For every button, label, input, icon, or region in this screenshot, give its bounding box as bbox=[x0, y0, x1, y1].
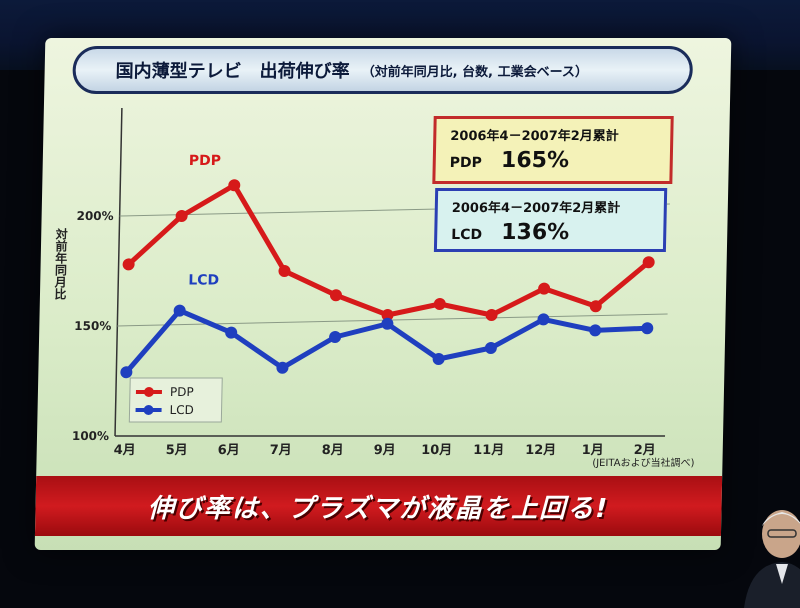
x-tick-label: 9月 bbox=[374, 443, 396, 458]
data-point-pdp bbox=[175, 210, 188, 222]
data-point-lcd bbox=[484, 342, 497, 354]
data-point-lcd bbox=[537, 313, 550, 326]
data-point-pdp bbox=[228, 179, 241, 192]
data-point-lcd bbox=[641, 322, 654, 335]
x-tick-label: 8月 bbox=[322, 443, 344, 458]
y-tick-label: 150% bbox=[74, 319, 111, 333]
pdp-callout-label: PDP bbox=[449, 155, 483, 171]
lcd-callout-box: 2006年4－2007年2月累計 LCD 136% bbox=[433, 188, 668, 252]
data-point-lcd bbox=[329, 331, 342, 343]
data-point-pdp bbox=[278, 265, 291, 277]
data-point-pdp bbox=[381, 309, 394, 321]
x-tick-label: 4月 bbox=[114, 443, 136, 458]
series-label-pdp: PDP bbox=[189, 153, 221, 169]
y-tick-label: 200% bbox=[76, 209, 113, 223]
data-point-lcd bbox=[120, 366, 133, 379]
presenter-figure bbox=[744, 510, 800, 608]
y-axis-line bbox=[114, 108, 123, 436]
y-tick-label: 100% bbox=[72, 429, 109, 443]
x-tick-label: 5月 bbox=[166, 443, 188, 458]
legend-label-lcd: LCD bbox=[169, 403, 194, 417]
data-point-lcd bbox=[589, 324, 602, 337]
data-point-pdp bbox=[433, 298, 446, 310]
line-chart: 100% 150% 200% 対前年同月比 4月 5月 6月 7月 8月 9月 10月 11月 12月 1… bbox=[53, 108, 670, 458]
conclusion-banner: 伸び率は、プラズマが液晶を上回る! bbox=[34, 476, 723, 536]
x-tick-label: 12月 bbox=[525, 443, 556, 458]
pdp-callout-period: 2006年4－2007年2月累計 bbox=[450, 129, 619, 144]
data-point-pdp bbox=[538, 282, 551, 295]
legend-label-pdp: PDP bbox=[170, 385, 194, 399]
x-tick-label: 1月 bbox=[582, 443, 604, 458]
lcd-callout-label: LCD bbox=[451, 227, 483, 243]
source-note: (JEITAおよび当社調べ) bbox=[592, 458, 695, 469]
data-point-pdp bbox=[589, 300, 602, 313]
pdp-callout-value: 165% bbox=[500, 148, 570, 173]
lcd-callout-value: 136% bbox=[500, 220, 570, 245]
data-point-pdp bbox=[485, 309, 498, 321]
series-label-lcd: LCD bbox=[188, 273, 219, 289]
legend-marker-pdp bbox=[143, 387, 154, 397]
data-point-lcd bbox=[381, 317, 394, 330]
data-point-lcd bbox=[173, 304, 186, 317]
data-point-pdp bbox=[329, 289, 342, 302]
data-point-pdp bbox=[642, 256, 655, 269]
legend-marker-lcd bbox=[143, 405, 154, 415]
x-tick-label: 10月 bbox=[421, 443, 452, 458]
y-axis-label: 対前年同月比 bbox=[53, 227, 69, 301]
data-point-lcd bbox=[276, 361, 289, 374]
lcd-callout-period: 2006年4－2007年2月累計 bbox=[451, 201, 621, 216]
x-tick-label: 11月 bbox=[473, 443, 504, 458]
data-point-lcd bbox=[432, 353, 445, 365]
x-tick-label: 2月 bbox=[634, 443, 656, 458]
data-point-pdp bbox=[122, 258, 135, 271]
data-point-lcd bbox=[225, 326, 238, 339]
presentation-slide: 国内薄型テレビ 出荷伸び率 （対前年同月比, 台数, 工業会ベース） 100% 1… bbox=[34, 38, 732, 550]
x-tick-label: 6月 bbox=[218, 443, 240, 458]
x-tick-label: 7月 bbox=[270, 443, 292, 458]
pdp-callout-box: 2006年4－2007年2月累計 PDP 165% bbox=[432, 116, 674, 184]
